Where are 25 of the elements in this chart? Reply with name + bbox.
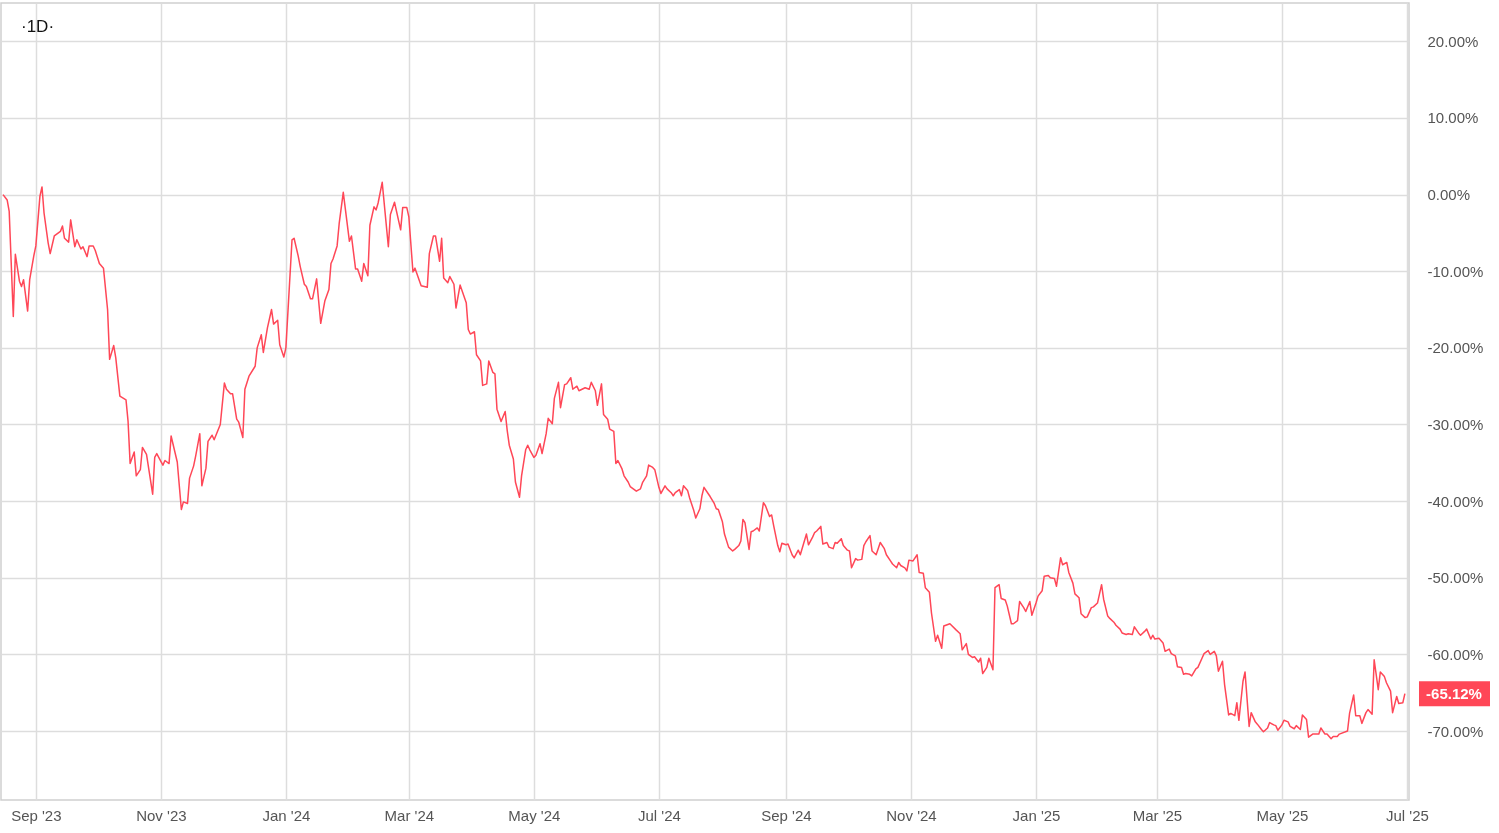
x-tick-label: May '24 <box>508 806 561 824</box>
y-tick-label: -40.00% <box>1427 492 1484 510</box>
text: -65.12% <box>1426 684 1482 702</box>
y-tick-label: -10.00% <box>1427 262 1484 280</box>
x-tick-label: Jan '25 <box>1012 806 1061 824</box>
x-tick-label: Mar '24 <box>384 806 435 824</box>
y-tick-label: -20.00% <box>1427 339 1484 357</box>
x-tick-label: Nov '24 <box>886 806 937 824</box>
y-tick-label: -60.00% <box>1427 645 1484 663</box>
text: ·1D· <box>21 17 55 36</box>
x-tick-label: Jul '25 <box>1386 806 1429 824</box>
y-tick-label: 10.00% <box>1427 109 1479 127</box>
line-series <box>2 181 1406 740</box>
y-tick-label: 20.00% <box>1427 32 1479 50</box>
y-tick-label: -50.00% <box>1427 569 1484 587</box>
y-tick-label: 0.00% <box>1427 186 1471 204</box>
x-tick-label: Mar '25 <box>1132 806 1183 824</box>
x-tick-label: May '25 <box>1256 806 1309 824</box>
x-tick-label: Jan '24 <box>262 806 311 824</box>
x-tick-label: Jul '24 <box>637 806 681 824</box>
y-tick-label: -70.00% <box>1427 722 1484 740</box>
x-tick-label: Nov '23 <box>136 806 187 824</box>
y-tick-label: -30.00% <box>1427 415 1484 433</box>
x-tick-label: Sep '23 <box>11 806 62 824</box>
x-tick-label: Sep '24 <box>761 806 812 824</box>
